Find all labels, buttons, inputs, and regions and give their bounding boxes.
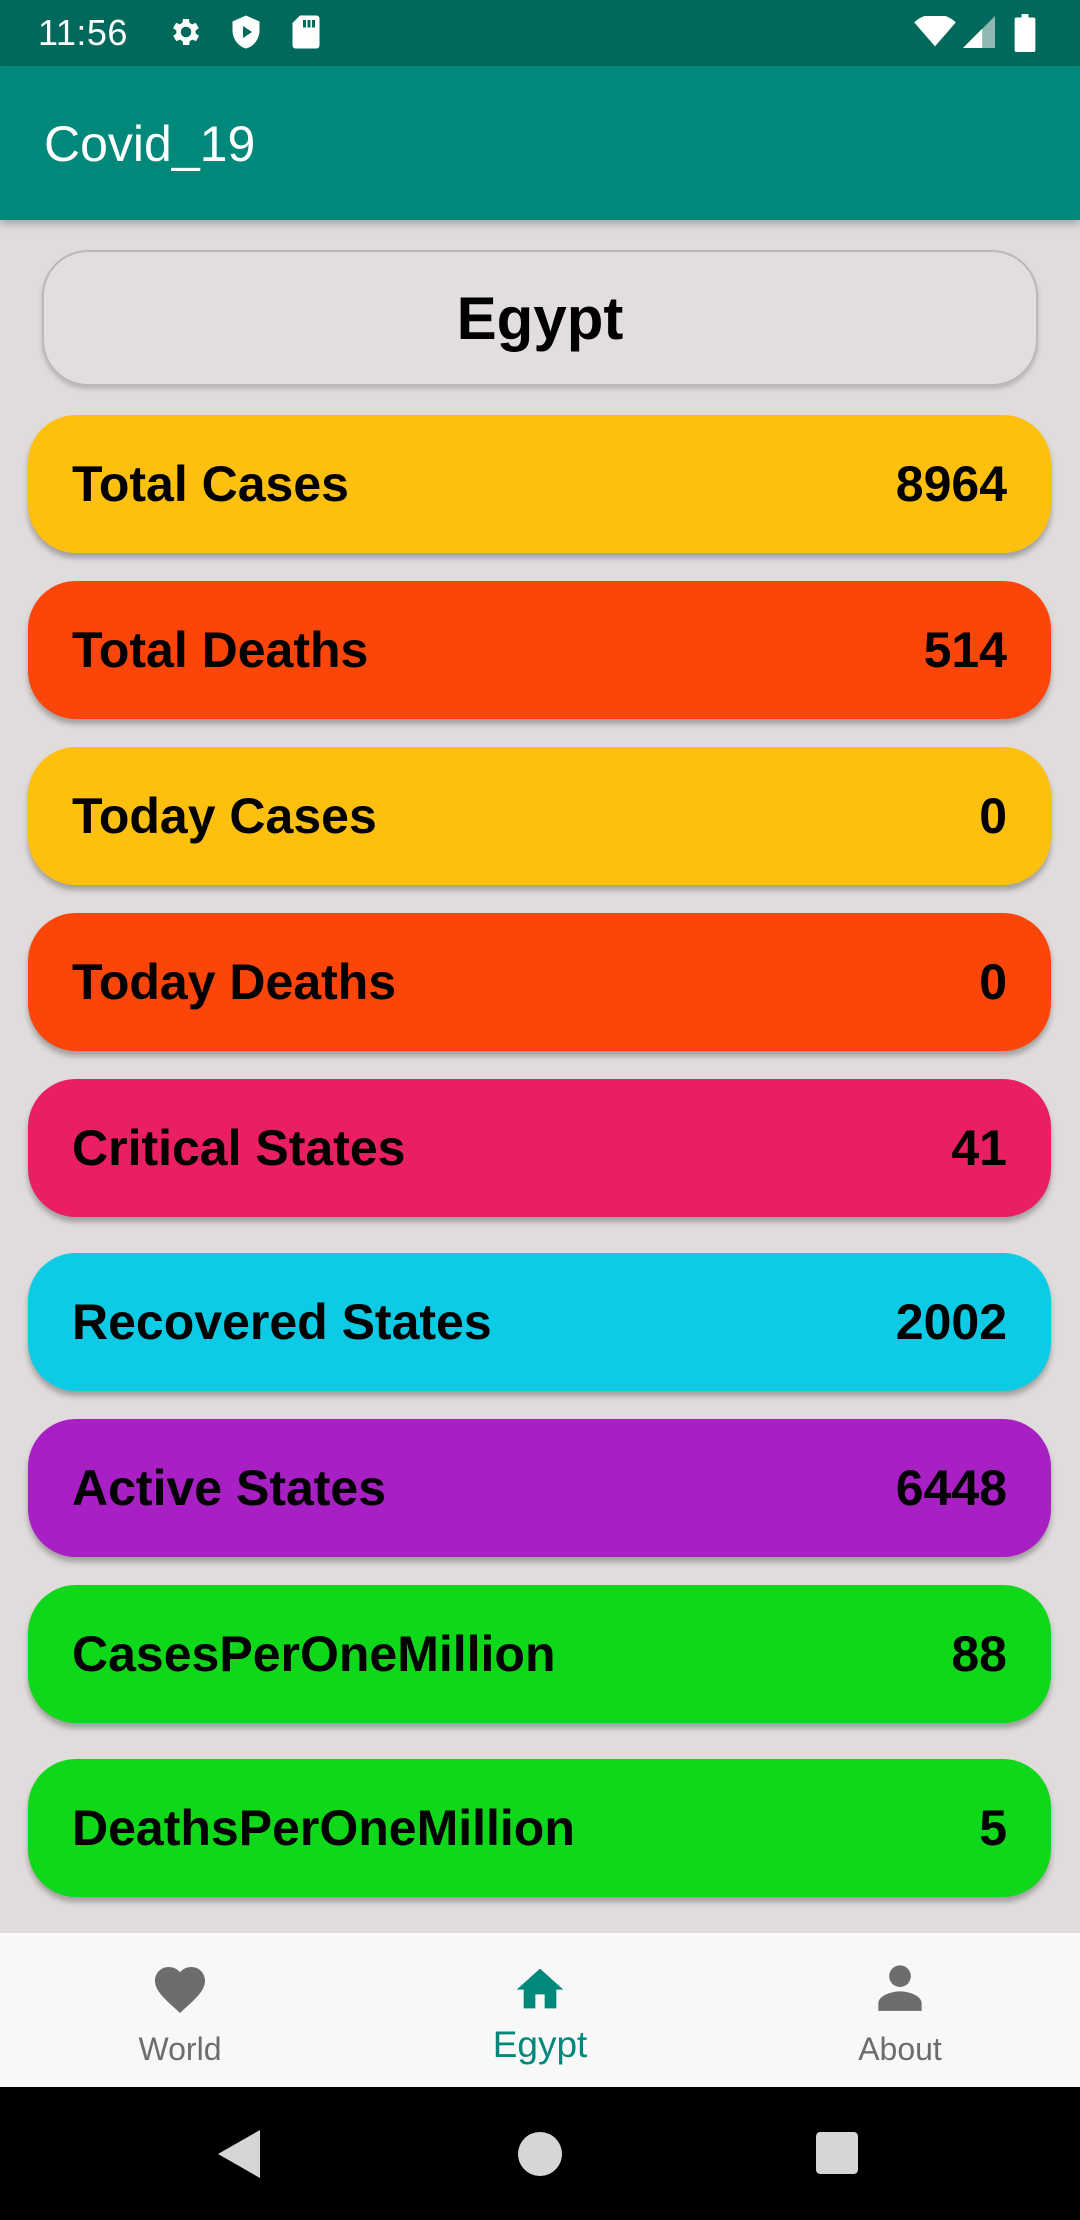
- country-button[interactable]: Egypt: [42, 250, 1038, 386]
- stat-card-deaths-per-million: DeathsPerOneMillion 5: [28, 1759, 1051, 1897]
- stat-label: Recovered States: [72, 1294, 492, 1350]
- app-title: Covid_19: [44, 116, 256, 172]
- system-navigation-bar: [0, 2087, 1080, 2220]
- stat-card-active-states: Active States 6448: [28, 1419, 1051, 1557]
- nav-label-world: World: [138, 2031, 222, 2067]
- stat-card-recovered-states: Recovered States 2002: [28, 1253, 1051, 1391]
- person-icon: [874, 1959, 926, 2015]
- stat-label: Today Cases: [72, 788, 377, 844]
- stat-label: Today Deaths: [72, 954, 397, 1010]
- nav-item-about[interactable]: About: [720, 1933, 1080, 2087]
- bottom-navigation: World Egypt About: [0, 1933, 1080, 2087]
- nav-item-world[interactable]: World: [0, 1933, 360, 2087]
- stats-content[interactable]: Egypt Total Cases 8964 Total Deaths 514 …: [0, 220, 1080, 1933]
- stat-label: Active States: [72, 1460, 387, 1516]
- recents-square-icon[interactable]: [816, 2132, 858, 2174]
- shield-icon: [228, 14, 264, 50]
- wifi-icon: [914, 16, 956, 48]
- stat-value: 2002: [895, 1294, 1007, 1350]
- nav-label-about: About: [858, 2031, 942, 2067]
- signal-icon: [962, 16, 996, 48]
- stat-value: 5: [979, 1800, 1007, 1856]
- status-time: 11:56: [38, 12, 128, 53]
- back-icon[interactable]: [218, 2130, 260, 2178]
- stat-label: Total Deaths: [72, 622, 369, 678]
- stat-value: 41: [951, 1120, 1007, 1176]
- stat-value: 514: [923, 622, 1007, 678]
- stat-card-total-deaths: Total Deaths 514: [28, 581, 1051, 719]
- status-bar: 11:56: [0, 0, 1080, 66]
- stat-label: Total Cases: [72, 456, 349, 512]
- stat-card-cases-per-million: CasesPerOneMillion 88: [28, 1585, 1051, 1723]
- app-bar: Covid_19: [0, 66, 1080, 220]
- stat-value: 0: [979, 954, 1007, 1010]
- stat-label: CasesPerOneMillion: [72, 1626, 556, 1682]
- stat-card-today-deaths: Today Deaths 0: [28, 913, 1051, 1051]
- nav-label-egypt: Egypt: [492, 2024, 588, 2065]
- stat-card-today-cases: Today Cases 0: [28, 747, 1051, 885]
- home-icon: [512, 1959, 568, 2011]
- stat-label: DeathsPerOneMillion: [72, 1800, 575, 1856]
- home-circle-icon[interactable]: [518, 2132, 562, 2176]
- stat-value: 8964: [895, 456, 1007, 512]
- stat-card-total-cases: Total Cases 8964: [28, 415, 1051, 553]
- stat-value: 6448: [895, 1460, 1007, 1516]
- battery-icon: [1014, 14, 1036, 52]
- stat-value: 0: [979, 788, 1007, 844]
- stat-value: 88: [951, 1626, 1007, 1682]
- heart-icon: [150, 1959, 210, 2015]
- nav-item-egypt[interactable]: Egypt: [360, 1933, 720, 2087]
- sd-card-icon: [290, 14, 322, 50]
- settings-icon: [168, 14, 204, 50]
- stat-card-critical-states: Critical States 41: [28, 1079, 1051, 1217]
- stat-label: Critical States: [72, 1120, 406, 1176]
